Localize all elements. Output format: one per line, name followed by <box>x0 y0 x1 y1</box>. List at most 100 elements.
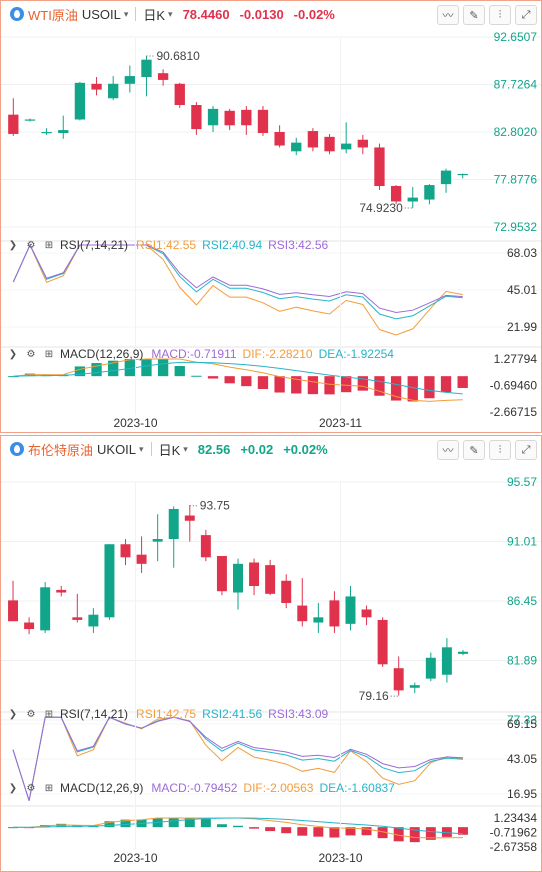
instrument-code[interactable]: UKOIL <box>97 441 137 457</box>
fullscreen-icon[interactable]: ⤢ <box>515 440 537 460</box>
period-selector[interactable]: 日K <box>143 7 166 23</box>
macd-label: MACD(12,26,9) <box>60 781 144 795</box>
candle-body <box>8 114 19 134</box>
macd-tick-label: -0.71962 <box>490 826 538 840</box>
candle-body <box>307 131 319 148</box>
hide-eye-icon[interactable]: ❯ <box>8 348 18 360</box>
candle-body <box>407 197 418 202</box>
rsi-header: ❯ ⚙ ⊞ RSI(7,14,21) RSI1:42.55 RSI2:40.94… <box>1 236 328 254</box>
candle-body <box>108 83 119 99</box>
rsi1-line <box>12 716 464 801</box>
rsi2-line <box>12 716 464 801</box>
indicator-icon[interactable]: 〰 <box>437 440 459 460</box>
macd-histogram-bar <box>207 376 219 379</box>
oil-drop-icon <box>10 7 24 21</box>
macd-histogram-bar <box>424 376 435 399</box>
candle-body <box>184 515 195 521</box>
macd-histogram-bar <box>441 827 452 837</box>
instrument-name: WTI原油 <box>28 7 78 23</box>
instrument-code[interactable]: USOIL <box>81 6 121 22</box>
wti-chart-canvas[interactable]: 92.6507 87.7264 82.8020 77.8776 72.9532 90.68… <box>1 27 541 432</box>
date-tick-label: 2023-11 <box>319 416 362 430</box>
chevron-down-icon[interactable]: ▾ <box>168 8 173 19</box>
macd-histogram-bar <box>393 827 404 842</box>
indicator-icon[interactable]: 〰 <box>437 5 459 25</box>
hide-eye-icon[interactable]: ❯ <box>8 782 18 794</box>
wti-chart-panel: WTI原油 USOIL ▾ 日K ▾ 78.4460 -0.0130 -0.02… <box>0 0 542 433</box>
candle-body <box>441 647 452 675</box>
rsi1-value: RSI1:42.55 <box>136 238 197 252</box>
draw-pen-icon[interactable]: ✎ <box>463 5 485 25</box>
draw-pen-icon[interactable]: ✎ <box>463 440 485 460</box>
chevron-down-icon[interactable]: ▾ <box>139 443 144 454</box>
candle-body <box>457 651 468 654</box>
candle-body <box>136 554 147 564</box>
candle-type-icon[interactable]: ⫶ <box>489 5 511 25</box>
candle-body <box>124 76 135 84</box>
add-icon[interactable]: ⊞ <box>44 239 54 251</box>
macd-label: MACD(12,26,9) <box>60 347 144 361</box>
settings-icon[interactable]: ⚙ <box>26 348 36 360</box>
fullscreen-icon[interactable]: ⤢ <box>515 5 537 25</box>
macd-histogram-bar <box>224 376 235 384</box>
candle-body <box>8 600 19 622</box>
date-tick-label: 2023-10 <box>318 851 362 865</box>
macd-histogram-bar <box>357 376 368 391</box>
candle-body <box>281 580 292 603</box>
macd-histogram-bar <box>108 360 119 377</box>
date-tick-label: 2023-10 <box>113 851 157 865</box>
oil-drop-icon <box>10 442 24 456</box>
macd-histogram-bar <box>361 827 372 836</box>
candle-body <box>424 185 435 200</box>
candle-body <box>104 544 115 618</box>
last-price: 78.4460 <box>182 6 230 22</box>
hide-eye-icon[interactable]: ❯ <box>8 239 18 251</box>
dea-value: DEA:-1.92254 <box>318 347 394 361</box>
macd-histogram-bar <box>265 827 276 832</box>
macd-histogram-bar <box>241 376 252 387</box>
macd-histogram-bar <box>74 366 86 377</box>
date-tick-label: 2023-10 <box>113 416 157 430</box>
price-tick-label: 92.6507 <box>494 30 538 44</box>
macd-header: ❯ ⚙ ⊞ MACD(12,26,9) MACD:-0.71911 DIF:-2… <box>1 345 394 363</box>
macd-histogram-bar <box>174 366 185 377</box>
candle-body <box>393 668 404 691</box>
settings-icon[interactable]: ⚙ <box>26 708 36 720</box>
chevron-down-icon[interactable]: ▾ <box>183 443 188 454</box>
dea-value: DEA:-1.60837 <box>319 781 395 795</box>
macd-histogram-bar <box>291 376 302 394</box>
settings-icon[interactable]: ⚙ <box>26 239 36 251</box>
rsi1-value: RSI1:42.75 <box>136 707 197 721</box>
add-icon[interactable]: ⊞ <box>44 708 54 720</box>
price-tick-label: 86.45 <box>507 594 537 608</box>
candle-body <box>216 555 227 592</box>
rsi2-value: RSI2:41.56 <box>202 707 263 721</box>
hide-eye-icon[interactable]: ❯ <box>8 708 18 720</box>
add-icon[interactable]: ⊞ <box>44 782 54 794</box>
macd-histogram-bar <box>341 376 352 393</box>
settings-icon[interactable]: ⚙ <box>26 782 36 794</box>
macd-histogram-bar <box>216 824 227 828</box>
macd-histogram-bar <box>257 376 269 389</box>
chevron-down-icon[interactable]: ▾ <box>123 8 129 19</box>
macd-histogram-bar <box>390 376 402 401</box>
candle-type-icon[interactable]: ⫶ <box>489 440 511 460</box>
macd-value: MACD:-0.71911 <box>151 347 237 361</box>
add-icon[interactable]: ⊞ <box>44 348 54 360</box>
period-selector[interactable]: 日K <box>158 442 181 458</box>
candle-body <box>157 73 169 80</box>
candle-body <box>425 657 436 679</box>
macd-histogram-bar <box>324 376 335 395</box>
macd-histogram-bar <box>425 827 436 840</box>
price-change: +0.02 <box>240 441 274 457</box>
macd-histogram-bar <box>407 376 418 402</box>
candle-body <box>91 83 102 90</box>
macd-histogram-bar <box>124 359 135 377</box>
candle-body <box>191 105 202 130</box>
macd-tick-label: 1.27794 <box>494 352 538 366</box>
candle-body <box>58 130 69 133</box>
macd-tick-label: -2.66715 <box>490 405 538 419</box>
price-tick-label: 77.8776 <box>494 173 538 187</box>
rsi-tick-label: 43.05 <box>507 752 537 766</box>
brent-chart-canvas[interactable]: 95.5791.0186.4581.8977.3393.7579.1669.15… <box>1 462 541 871</box>
